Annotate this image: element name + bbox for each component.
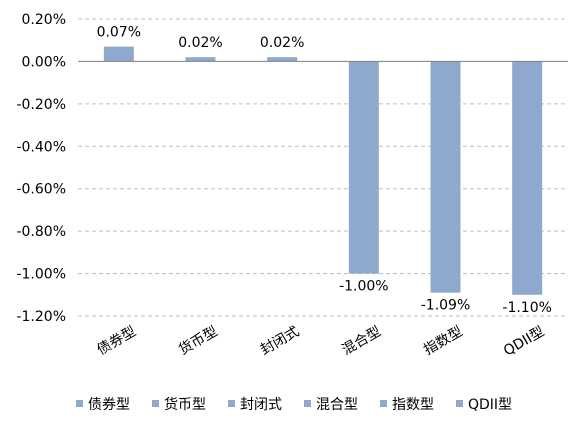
x-category-label: QDII型 bbox=[501, 324, 547, 360]
data-label: -1.10% bbox=[502, 300, 552, 316]
legend-item: 混合型 bbox=[304, 397, 358, 413]
bar bbox=[267, 57, 298, 62]
data-label: -1.09% bbox=[421, 298, 471, 314]
y-tick-label: -0.80% bbox=[16, 224, 66, 240]
legend-swatch bbox=[304, 400, 311, 407]
y-tick-label: -1.20% bbox=[16, 309, 66, 325]
y-tick-label: -1.00% bbox=[16, 267, 66, 283]
bar bbox=[185, 57, 216, 62]
bar bbox=[103, 46, 134, 62]
legend-item: 指数型 bbox=[380, 397, 434, 413]
legend-swatch bbox=[380, 400, 387, 407]
legend-swatch bbox=[76, 400, 83, 407]
bars bbox=[103, 46, 543, 295]
x-category-label: 债券型 bbox=[94, 324, 138, 359]
bar bbox=[512, 61, 543, 295]
x-category-label: 指数型 bbox=[421, 324, 465, 359]
y-axis-tick-labels: 0.20% 0.00% -0.20% -0.40% -0.60% -0.80% -1.00%… bbox=[16, 12, 66, 325]
legend-label: 债券型 bbox=[88, 397, 130, 413]
data-label: 0.02% bbox=[260, 35, 304, 51]
x-axis-category-labels: 债券型 货币型 封闭式 混合型 指数型 QDII型 bbox=[94, 323, 547, 360]
bar bbox=[348, 61, 379, 274]
legend-label: 货币型 bbox=[164, 396, 206, 413]
y-tick-label: 0.20% bbox=[22, 12, 66, 28]
legend-swatch bbox=[228, 400, 235, 407]
legend-swatch bbox=[456, 400, 463, 407]
legend-item: 债券型 bbox=[76, 397, 130, 413]
legend-label: QDII型 bbox=[468, 397, 512, 413]
data-label: 0.02% bbox=[178, 35, 222, 51]
legend-item: QDII型 bbox=[456, 397, 512, 413]
legend-label: 封闭式 bbox=[240, 397, 282, 413]
x-category-label: 封闭式 bbox=[258, 324, 302, 359]
x-category-label: 混合型 bbox=[339, 324, 383, 359]
data-label: 0.07% bbox=[97, 25, 141, 41]
legend-item: 货币型 bbox=[152, 396, 206, 413]
y-tick-label: 0.00% bbox=[22, 54, 66, 70]
data-label: -1.00% bbox=[339, 279, 389, 295]
y-tick-label: -0.40% bbox=[16, 139, 66, 155]
legend-label: 指数型 bbox=[392, 397, 434, 413]
legend-swatch bbox=[152, 400, 159, 407]
legend-label: 混合型 bbox=[316, 397, 358, 413]
y-tick-label: -0.20% bbox=[16, 97, 66, 113]
x-category-label: 货币型 bbox=[176, 323, 221, 359]
legend-item: 封闭式 bbox=[228, 397, 282, 413]
data-labels: 0.07% 0.02% 0.02% -1.00% -1.09% -1.10% bbox=[97, 25, 552, 316]
y-tick-label: -0.60% bbox=[16, 182, 66, 198]
legend: 债券型 货币型 封闭式 混合型 指数型 QDII型 bbox=[76, 396, 512, 413]
grid-lines bbox=[78, 18, 568, 317]
bar bbox=[430, 61, 461, 293]
